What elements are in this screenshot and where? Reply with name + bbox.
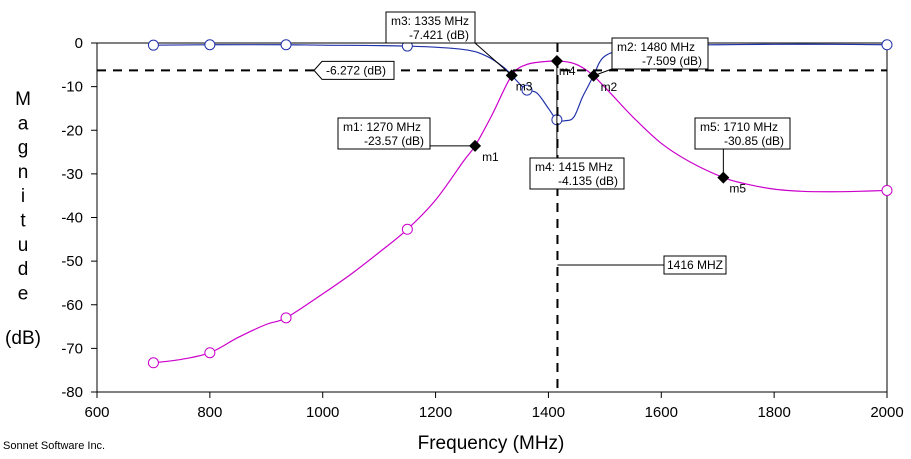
reference-lines: -6.272 (dB) 1416 MHZ — [97, 43, 887, 392]
m2-info-box — [611, 37, 709, 70]
series-2-point — [280, 39, 292, 51]
m4-diamond — [550, 55, 563, 68]
hline-label: -6.272 (dB) — [326, 63, 386, 77]
series-1-point — [147, 357, 159, 369]
m4-marker-label: m4 — [559, 64, 576, 78]
y-tick-label: -60 — [61, 297, 83, 314]
m1-marker-label: m1 — [482, 150, 499, 164]
series-1-point — [401, 223, 413, 235]
y-axis-title-letter: M — [15, 89, 31, 110]
series-2-point — [881, 39, 893, 51]
m1-info-box — [337, 117, 431, 150]
m5-value-text: -30.85 (dB) — [724, 134, 784, 148]
y-tick-label: -10 — [61, 79, 83, 96]
x-tick-label: 1800 — [757, 404, 790, 421]
y-axis-unit: (dB) — [5, 328, 41, 349]
y-tick-label: -80 — [61, 384, 83, 401]
vline-label-box — [663, 255, 727, 275]
x-tick-label: 1200 — [419, 404, 452, 421]
plot-frame — [96, 42, 888, 393]
x-tick-label: 1600 — [645, 404, 678, 421]
x-tick-label: 800 — [197, 404, 222, 421]
x-axis-title: Frequency (MHz) — [418, 433, 565, 454]
series-line-1 — [153, 60, 888, 364]
m1-value-text: -23.57 (dB) — [364, 134, 424, 148]
credit-text: Sonnet Software Inc. — [3, 440, 105, 452]
y-tick-label: -50 — [61, 253, 83, 270]
y-tick-label: -40 — [61, 210, 83, 227]
y-axis-title-letter: i — [21, 186, 25, 207]
y-tick-label: -20 — [61, 122, 83, 139]
y-tick-label: -30 — [61, 166, 83, 183]
vline-label: 1416 MHZ — [667, 258, 723, 272]
y-tick-label: -70 — [61, 340, 83, 357]
y-axis-title-letter: a — [18, 113, 29, 134]
y-axis-title-letter: n — [18, 162, 29, 183]
series-2-point — [521, 84, 533, 96]
series-1-point — [204, 347, 216, 359]
m5-diamond — [717, 171, 730, 184]
x-tick-label: 2000 — [870, 404, 903, 421]
m2-value-text: -7.509 (dB) — [642, 54, 702, 68]
m3-info-box — [385, 11, 476, 44]
m4-freq-text: m4: 1415 MHz — [535, 160, 613, 174]
y-axis-title-letter: e — [18, 283, 29, 304]
m3-diamond — [505, 69, 518, 82]
y-axis-title-letter: d — [18, 259, 29, 280]
m2-marker-label: m2 — [601, 80, 618, 94]
m1-freq-text: m1: 1270 MHz — [343, 120, 421, 134]
x-tick-label: 1400 — [532, 404, 565, 421]
m5-info-box — [694, 117, 791, 150]
x-tick-label: 1000 — [306, 404, 339, 421]
m1-diamond — [469, 139, 482, 152]
x-tick-label: 600 — [84, 404, 109, 421]
y-tick-label: 0 — [75, 35, 83, 52]
m3-marker-label: m3 — [516, 79, 533, 93]
m4-value-text: -4.135 (dB) — [558, 174, 618, 188]
y-axis-title-letter: g — [18, 138, 29, 159]
m4-info-box — [529, 157, 625, 190]
m3-leader — [474, 42, 513, 76]
m2-freq-text: m2: 1480 MHz — [617, 40, 695, 54]
series-2-point — [204, 39, 216, 51]
series-1-point — [280, 312, 292, 324]
series-2-point — [147, 39, 159, 51]
series-1-point — [881, 184, 893, 196]
series-group — [147, 39, 893, 369]
y-axis-title-letter: u — [18, 235, 29, 256]
m3-freq-text: m3: 1335 MHz — [391, 14, 469, 28]
m5-freq-text: m5: 1710 MHz — [700, 120, 778, 134]
m2-diamond — [587, 69, 600, 82]
m5-marker-label: m5 — [729, 182, 746, 196]
m3-value-text: -7.421 (dB) — [409, 28, 469, 42]
y-axis-title-letter: t — [20, 211, 26, 232]
hline-label-box — [313, 60, 395, 80]
